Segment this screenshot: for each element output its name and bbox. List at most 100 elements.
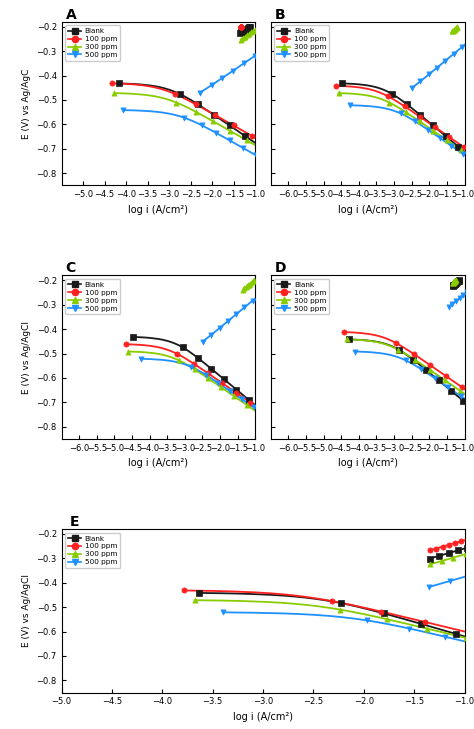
Point bbox=[403, 98, 411, 110]
Point bbox=[191, 594, 199, 606]
Point bbox=[283, 28, 291, 40]
Text: D: D bbox=[275, 262, 286, 276]
Point bbox=[346, 99, 354, 111]
Point bbox=[427, 364, 434, 376]
Point bbox=[176, 88, 183, 100]
Point bbox=[435, 550, 443, 562]
Point bbox=[442, 130, 449, 142]
Point bbox=[180, 112, 188, 123]
Point bbox=[450, 276, 457, 288]
Point bbox=[191, 364, 199, 375]
Point bbox=[451, 276, 458, 287]
Point bbox=[271, 416, 278, 427]
Point bbox=[411, 116, 419, 128]
Point bbox=[463, 286, 471, 298]
Point bbox=[343, 334, 351, 346]
Point bbox=[304, 162, 311, 174]
Point bbox=[243, 281, 251, 292]
Point bbox=[458, 381, 466, 393]
Point bbox=[453, 21, 461, 33]
Point bbox=[245, 21, 253, 33]
Point bbox=[383, 613, 391, 625]
Point bbox=[452, 628, 460, 640]
Point bbox=[450, 276, 458, 287]
Point bbox=[341, 327, 348, 338]
Point bbox=[212, 127, 220, 139]
Point bbox=[450, 24, 457, 36]
Point bbox=[119, 104, 127, 116]
Point bbox=[422, 364, 430, 376]
Point bbox=[242, 24, 249, 36]
Point bbox=[449, 277, 456, 289]
Point bbox=[431, 373, 438, 384]
Point bbox=[426, 553, 433, 564]
Point bbox=[429, 125, 437, 137]
Point bbox=[288, 162, 295, 174]
Point bbox=[445, 539, 452, 550]
Point bbox=[125, 346, 132, 357]
Point bbox=[243, 399, 251, 410]
Point bbox=[444, 381, 452, 393]
Point bbox=[449, 279, 457, 291]
Point bbox=[194, 352, 202, 364]
Point bbox=[384, 90, 392, 102]
Point bbox=[294, 21, 301, 33]
Point bbox=[323, 172, 330, 184]
Point bbox=[471, 395, 474, 407]
Y-axis label: E (V) vs Ag/AgC: E (V) vs Ag/AgC bbox=[22, 69, 31, 139]
Point bbox=[459, 148, 467, 160]
Point bbox=[216, 322, 224, 334]
X-axis label: log i (A/cm²): log i (A/cm²) bbox=[337, 459, 398, 469]
Point bbox=[395, 344, 402, 356]
Point bbox=[293, 163, 301, 174]
Point bbox=[239, 26, 246, 37]
Point bbox=[219, 607, 227, 618]
Point bbox=[256, 408, 264, 420]
Point bbox=[450, 279, 458, 291]
Point bbox=[328, 595, 336, 607]
Point bbox=[248, 276, 255, 288]
Point bbox=[260, 144, 267, 155]
Point bbox=[464, 534, 472, 545]
Point bbox=[108, 77, 116, 89]
Point bbox=[237, 21, 245, 33]
Point bbox=[425, 69, 433, 80]
Text: C: C bbox=[65, 262, 76, 276]
Point bbox=[447, 385, 455, 397]
Point bbox=[406, 623, 413, 634]
Point bbox=[449, 277, 456, 289]
Point bbox=[237, 21, 245, 33]
Point bbox=[253, 149, 260, 161]
Point bbox=[241, 302, 248, 313]
Point bbox=[426, 545, 434, 556]
Point bbox=[423, 623, 430, 634]
Point bbox=[458, 42, 465, 53]
Point bbox=[261, 406, 268, 418]
Point bbox=[240, 283, 248, 295]
Point bbox=[243, 23, 250, 34]
Text: B: B bbox=[275, 8, 285, 22]
Point bbox=[289, 426, 296, 437]
Point bbox=[456, 275, 463, 286]
Point bbox=[246, 397, 254, 408]
Point bbox=[449, 280, 456, 292]
Point bbox=[188, 361, 195, 373]
Point bbox=[229, 65, 237, 77]
Point bbox=[462, 632, 470, 644]
Point bbox=[455, 141, 462, 152]
Point bbox=[247, 26, 255, 38]
Point bbox=[237, 21, 245, 33]
Point bbox=[237, 21, 245, 33]
Point bbox=[427, 558, 434, 570]
Point bbox=[267, 141, 274, 152]
Point bbox=[245, 278, 253, 290]
Point bbox=[439, 541, 447, 553]
Point bbox=[421, 616, 429, 628]
Point bbox=[219, 72, 226, 84]
Point bbox=[449, 276, 457, 288]
Point bbox=[232, 308, 240, 320]
Point bbox=[459, 289, 467, 301]
Point bbox=[441, 375, 449, 386]
Point bbox=[471, 156, 474, 168]
Point bbox=[273, 275, 281, 286]
